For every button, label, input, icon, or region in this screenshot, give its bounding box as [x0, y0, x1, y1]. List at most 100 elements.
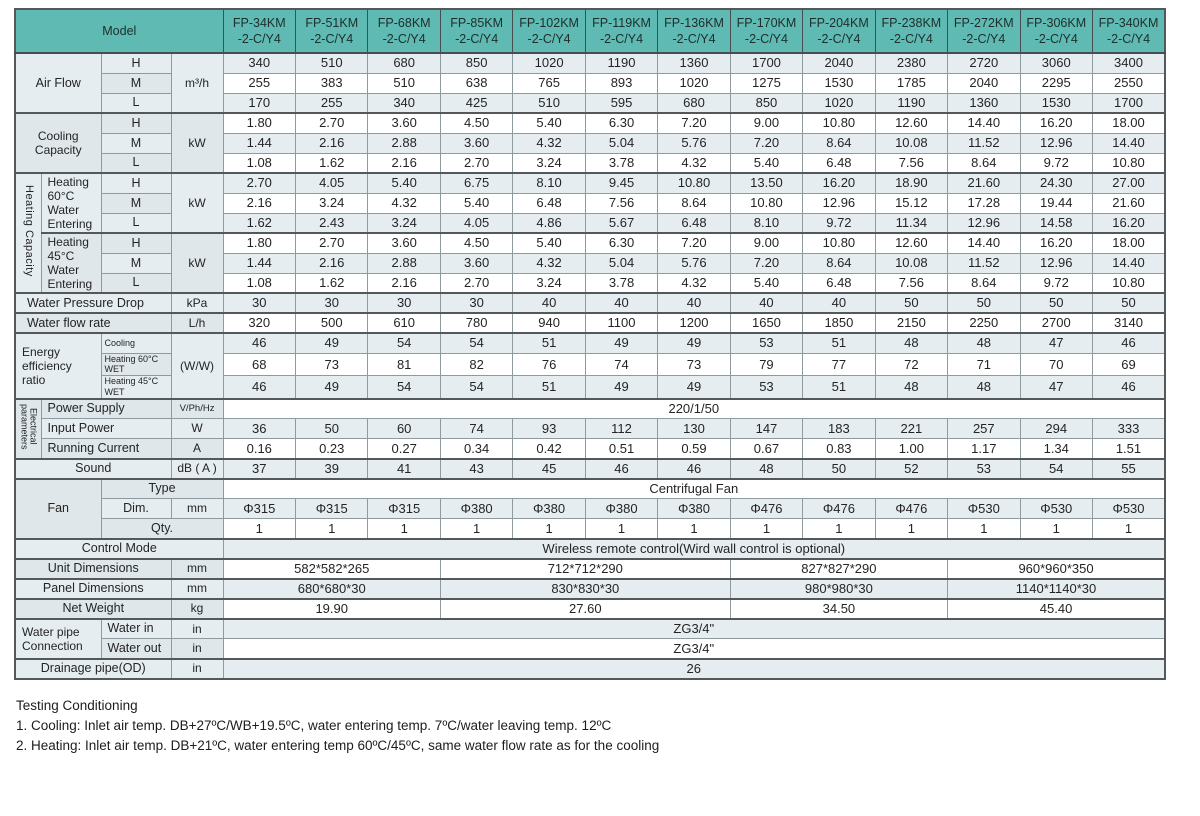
label-speed-l: L: [100, 272, 172, 294]
cell-value: 1.80: [222, 232, 297, 254]
cell-value: 48: [874, 375, 949, 400]
value-unit-dim-1: 582*582*265: [222, 557, 441, 580]
cell-value: 5.40: [729, 152, 804, 174]
cell-value: 4.50: [439, 112, 514, 134]
cell-value: 69: [1091, 352, 1166, 377]
cell-value: 10.80: [1091, 272, 1166, 294]
cell-value: 3.60: [367, 232, 441, 254]
cell-value: 77: [802, 352, 876, 377]
cell-value: 1.08: [222, 152, 297, 174]
cell-value: 1700: [1091, 92, 1166, 114]
cell-value: 14.40: [1091, 252, 1166, 274]
cell-value: 51: [802, 332, 876, 354]
cell-value: 1: [729, 518, 804, 540]
cell-value: 50: [294, 418, 369, 440]
cell-value: 7.20: [657, 232, 731, 254]
label-speed-l: L: [100, 92, 172, 114]
cell-value: 9.72: [1019, 272, 1093, 294]
cell-value: 2040: [802, 52, 876, 74]
cell-value: 9.72: [802, 212, 876, 234]
cell-value: 9.45: [584, 172, 659, 194]
cell-value: 7.20: [729, 132, 804, 154]
cell-value: 21.60: [947, 172, 1021, 194]
cell-value: 71: [947, 352, 1021, 377]
cell-value: 170: [222, 92, 297, 114]
cell-value: Φ315: [294, 498, 369, 520]
page: Model FP-34KM -2-C/Y4 FP-51KM -2-C/Y4 FP-68…: [14, 8, 1166, 753]
cell-value: 74: [439, 418, 514, 440]
cell-value: 1700: [729, 52, 804, 74]
cell-value: 320: [222, 312, 297, 334]
cell-value: 54: [1019, 457, 1093, 480]
cell-value: 5.76: [657, 132, 731, 154]
cell-value: 60: [367, 418, 441, 440]
cell-value: Φ530: [1019, 498, 1093, 520]
label-speed-m: M: [100, 132, 172, 154]
label-speed-h: H: [100, 52, 172, 74]
cell-value: 383: [294, 72, 369, 94]
label-heating-capacity: Heating Capacity: [14, 172, 42, 294]
cell-value: 7.56: [874, 272, 949, 294]
cell-value: 510: [512, 92, 586, 114]
cell-value: 10.80: [802, 112, 876, 134]
cell-value: 30: [439, 292, 514, 314]
cell-value: 41: [367, 457, 441, 480]
cell-value: 5.76: [657, 252, 731, 274]
row-water-in: Water pipe Connection Water in in ZG3/4": [14, 617, 1166, 660]
cell-value: 46: [657, 457, 731, 480]
cell-value: 14.40: [1091, 132, 1166, 154]
cell-value: 2.88: [367, 252, 441, 274]
cell-value: 3.24: [367, 212, 441, 234]
cell-value: 8.64: [947, 272, 1021, 294]
label-speed-h: H: [100, 172, 172, 194]
cell-value: 43: [439, 457, 514, 480]
header-model-name: FP-238KM -2-C/Y4: [874, 8, 949, 54]
cell-value: 12.60: [874, 112, 949, 134]
table-header: Model FP-34KM -2-C/Y4 FP-51KM -2-C/Y4 FP-68…: [14, 8, 1166, 54]
cell-value: 2.70: [294, 112, 369, 134]
unit-lh: L/h: [170, 312, 224, 334]
cell-value: 1020: [657, 72, 731, 94]
cell-value: 2.70: [439, 152, 514, 174]
value-water-out: ZG3/4": [222, 638, 1166, 660]
cell-value: 55: [1091, 457, 1166, 480]
cell-value: 1: [657, 518, 731, 540]
cell-value: 21.60: [1091, 192, 1166, 214]
cell-value: Φ476: [874, 498, 949, 520]
header-model-name: FP-170KM -2-C/Y4: [729, 8, 804, 54]
cell-value: 893: [584, 72, 659, 94]
cell-value: 68: [222, 352, 297, 377]
label-fan-dim: Dim.: [100, 498, 172, 520]
value-net-weight-2: 27.60: [439, 597, 731, 620]
label-water-flow-rate: Water flow rate: [14, 312, 172, 334]
row-cooling-m: M 1.44 2.16 2.88 3.60 4.32 5.04 5.76 7.20 8.64 10.…: [15, 132, 1166, 154]
cell-value: 2550: [1091, 72, 1166, 94]
value-panel-dim-2: 830*830*30: [439, 577, 731, 600]
cell-value: 340: [222, 52, 297, 74]
cell-value: 0.16: [222, 438, 297, 460]
cell-value: 1: [947, 518, 1021, 540]
cell-value: 1650: [729, 312, 804, 334]
cell-value: 3.24: [294, 192, 369, 214]
cell-value: 1190: [874, 92, 949, 114]
cell-value: 11.52: [947, 132, 1021, 154]
cell-value: 9.00: [729, 232, 804, 254]
cell-value: 48: [947, 375, 1021, 400]
cell-value: 53: [947, 457, 1021, 480]
cell-value: 50: [802, 457, 876, 480]
cell-value: 1.62: [222, 212, 297, 234]
label-speed-h: H: [100, 232, 172, 254]
row-heating60-h: Heating Capacity Heating 60°C Water Enter…: [14, 172, 1166, 294]
unit-vphhz: V/Ph/Hz: [170, 397, 224, 420]
cell-value: 1.17: [947, 438, 1021, 460]
value-water-in: ZG3/4": [222, 617, 1166, 640]
cell-value: 30: [294, 292, 369, 314]
unit-w: W: [170, 418, 224, 440]
header-row: Model FP-34KM -2-C/Y4 FP-51KM -2-C/Y4 FP-68…: [14, 8, 1166, 54]
cell-value: 37: [222, 457, 297, 480]
cell-value: 47: [1019, 375, 1093, 400]
cell-value: 0.27: [367, 438, 441, 460]
